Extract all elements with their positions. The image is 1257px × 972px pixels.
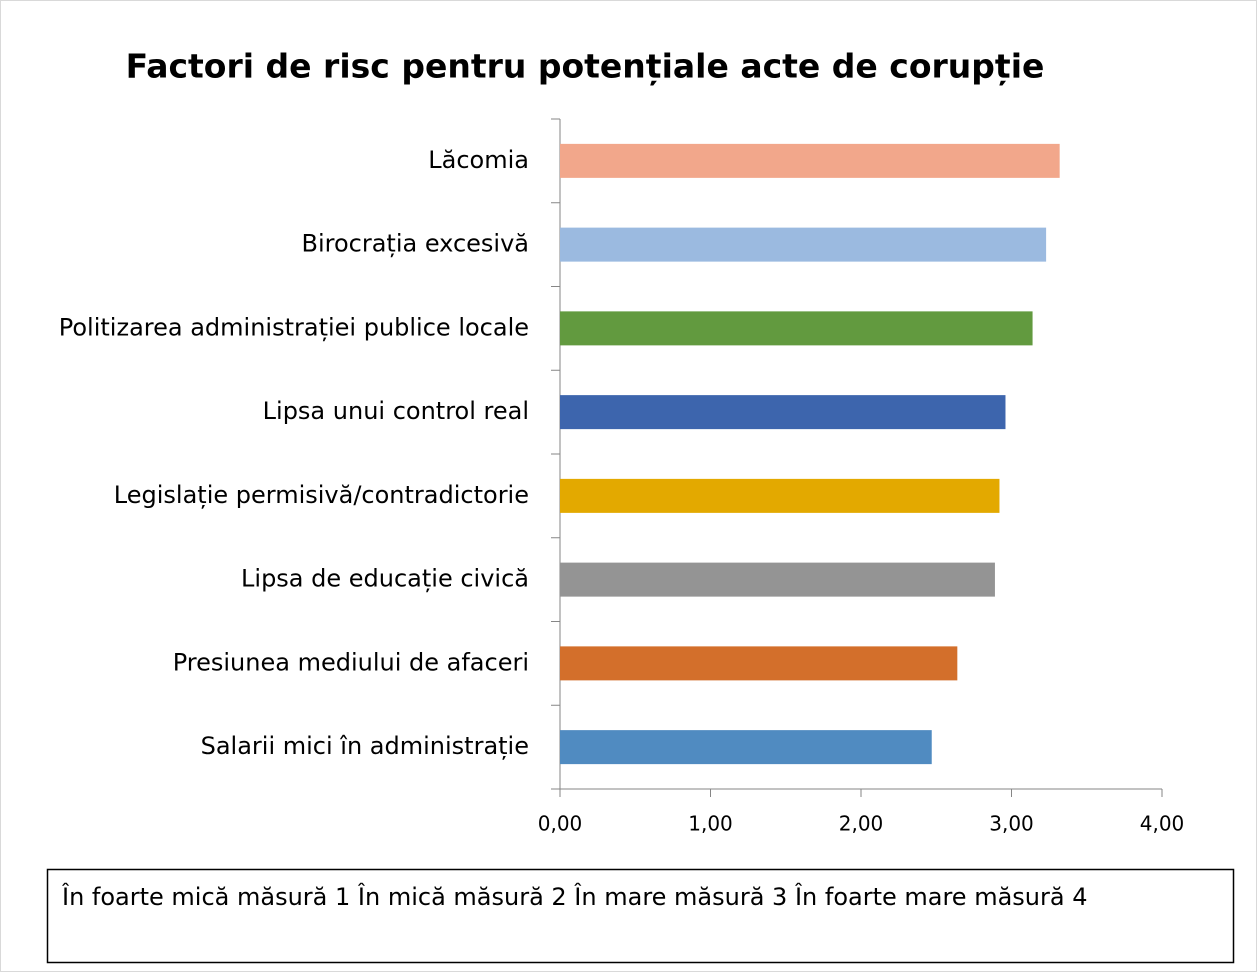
- bar: [560, 311, 1033, 346]
- y-tick-label: Lipsa unui control real: [263, 397, 529, 425]
- y-tick-label: Lăcomia: [428, 146, 529, 174]
- bar: [560, 730, 932, 765]
- note-box: [46, 868, 1235, 964]
- bar: [560, 646, 958, 681]
- bar: [560, 395, 1006, 430]
- x-tick-label: 4,00: [1140, 812, 1185, 836]
- x-tick-label: 1,00: [688, 812, 733, 836]
- y-tick-label: Salarii mici în administrație: [201, 732, 529, 760]
- y-tick-label: Presiunea mediului de afaceri: [173, 648, 529, 676]
- bar: [560, 143, 1060, 178]
- note: În foarte mică măsură 1 În mică măsură 2…: [61, 882, 1087, 911]
- x-tick-label: 2,00: [839, 812, 884, 836]
- bar: [560, 478, 1000, 513]
- x-tick-label: 0,00: [538, 812, 583, 836]
- y-tick-label: Politizarea administrației publice local…: [59, 313, 529, 341]
- chart-title: Factori de risc pentru potențiale acte d…: [126, 47, 1045, 86]
- x-tick-label: 3,00: [989, 812, 1034, 836]
- bar: [560, 562, 995, 597]
- bar: [560, 227, 1047, 262]
- y-tick-label: Birocrația excesivă: [301, 230, 529, 258]
- y-tick-label: Lipsa de educație civică: [241, 565, 529, 593]
- y-tick-label: Legislație permisivă/contradictorie: [114, 481, 529, 509]
